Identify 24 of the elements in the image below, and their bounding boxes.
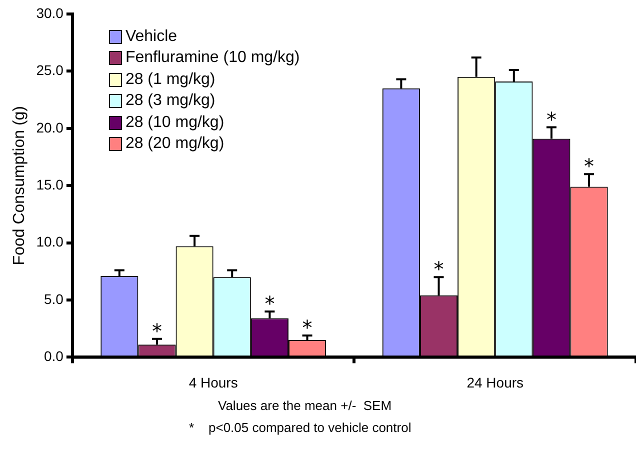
y-tick-label: 0.0 (44, 348, 64, 364)
y-tick-label: 5.0 (44, 290, 64, 307)
x-tick-label: 4 Hours (188, 374, 238, 390)
data-label: * (434, 257, 444, 282)
y-axis-title: Food Consumption (g) (11, 106, 28, 266)
data-label: * (546, 107, 556, 132)
y-tick-label: 15.0 (36, 176, 64, 192)
y-tick-label: 20.0 (36, 119, 64, 136)
y-tick-label: 30.0 (36, 4, 64, 21)
legend-label: 28 (1 mg/kg) (125, 70, 216, 89)
legend-label: 28 (20 mg/kg) (125, 135, 224, 154)
legend-label: 28 (3 mg/kg) (125, 92, 216, 110)
x-tick-label: 24 Hours (466, 374, 524, 390)
legend-label: Fenfluramine (10 mg/kg) (125, 49, 300, 68)
y-tick-label: 10.0 (36, 234, 64, 250)
text: Values are the mean +/- SEM (218, 398, 392, 413)
text: * p<0.05 compared to vehicle control (189, 420, 412, 435)
data-label: * (264, 291, 275, 316)
data-label: * (584, 154, 594, 178)
data-label: * (152, 318, 162, 343)
y-tick-label: 25.0 (36, 62, 64, 78)
legend-label: Vehicle (125, 28, 178, 46)
legend-label: 28 (10 mg/kg) (125, 114, 224, 132)
data-label: * (302, 315, 312, 340)
